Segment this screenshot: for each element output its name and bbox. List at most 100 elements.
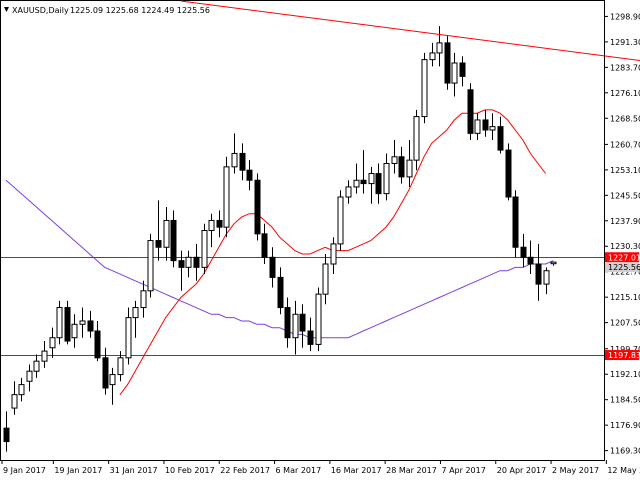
candle — [383, 153, 390, 201]
price-levels — [1, 257, 604, 356]
candle-body — [315, 293, 322, 345]
price-axis: 1298.90 1291.30 1283.70 1276.10 1268.50 1260.… — [604, 12, 640, 456]
x-tick-label: 28 Mar 2017 — [386, 466, 437, 475]
candle — [474, 113, 481, 141]
y-tick-label: 1230.30 — [610, 242, 640, 251]
candle — [520, 233, 527, 268]
candle — [391, 140, 398, 174]
candle-body — [109, 374, 116, 386]
candle — [360, 150, 367, 194]
candle — [543, 267, 550, 295]
candle — [201, 223, 208, 275]
candle — [178, 250, 185, 291]
y-tick-label: 1207.50 — [610, 319, 640, 328]
y-tick-label: 1245.50 — [610, 191, 640, 200]
candle-body — [254, 179, 261, 235]
moving-average-line-1 — [5, 179, 554, 339]
candle — [292, 300, 299, 355]
candle-body — [375, 173, 382, 195]
candle — [140, 280, 147, 318]
x-tick-label: 12 May 2017 — [607, 466, 640, 475]
candle-body — [421, 59, 428, 118]
y-tick-label: 1237.90 — [610, 217, 640, 226]
candle-body — [178, 260, 185, 268]
candle — [94, 320, 101, 362]
y-tick-label: 1260.70 — [610, 140, 640, 149]
symbol-timeframe: XAUUSD,Daily — [12, 6, 69, 15]
candle-body — [337, 196, 344, 245]
candle — [79, 307, 86, 338]
candle-body — [87, 320, 94, 332]
candle — [421, 52, 428, 124]
candle-body — [56, 307, 63, 339]
time-axis: 9 Jan 2017 19 Jan 2017 31 Jan 2017 10 Feb 2… — [1, 460, 640, 475]
candle — [497, 116, 504, 154]
candle-body — [3, 427, 10, 443]
candle — [330, 237, 337, 275]
candle — [254, 173, 261, 241]
y-tick-label: 1268.50 — [610, 114, 640, 123]
y-tick-label: 1276.10 — [610, 89, 640, 98]
candle — [322, 253, 329, 305]
candle — [451, 52, 458, 97]
candles — [3, 26, 557, 452]
candle-body — [71, 323, 78, 339]
candle — [353, 163, 360, 194]
candle — [155, 200, 162, 261]
candle — [307, 317, 314, 352]
candle-body — [269, 256, 276, 278]
candle-body — [117, 357, 124, 376]
candle — [18, 377, 25, 402]
candle-body — [223, 166, 230, 228]
x-tick-label: 9 Jan 2017 — [3, 466, 46, 475]
candle — [147, 233, 154, 298]
candle — [398, 146, 405, 184]
candle-body — [284, 307, 291, 339]
candle-body — [125, 317, 132, 359]
candle — [261, 223, 268, 265]
candle-body — [79, 320, 86, 325]
candle — [467, 83, 474, 141]
candle-body — [429, 52, 436, 61]
candle — [109, 367, 116, 405]
candle-body — [436, 42, 443, 54]
candle — [505, 143, 512, 201]
candle-body — [505, 149, 512, 198]
x-tick-label: 16 Mar 2017 — [331, 466, 382, 475]
price-level-tag-0 — [605, 252, 639, 263]
current-price-tag — [605, 263, 639, 273]
candle-body — [26, 370, 33, 382]
candle-body — [444, 42, 451, 84]
candle — [64, 300, 71, 345]
candle-body — [208, 219, 215, 231]
candle-body — [550, 261, 557, 265]
candle-body — [201, 230, 208, 268]
candle — [170, 210, 177, 268]
ohlc-readout: 1225.09 1225.68 1224.49 1225.56 — [70, 6, 210, 15]
candle — [444, 36, 451, 90]
candle-body — [353, 179, 360, 188]
candle — [337, 190, 344, 251]
candle-body — [147, 240, 154, 292]
plot-frame — [0, 0, 605, 461]
candle — [216, 210, 223, 238]
y-tick-label: 1215.10 — [610, 293, 640, 302]
candle-body — [512, 196, 519, 248]
candle-body — [307, 330, 314, 345]
y-tick-label: 1298.90 — [610, 12, 640, 21]
price-level-tag-label-0: 1227.01 — [608, 253, 640, 262]
y-tick-label: 1176.90 — [610, 421, 640, 430]
candle-body — [406, 159, 413, 178]
candle — [163, 207, 170, 261]
candle-body — [132, 307, 139, 319]
candle-body — [216, 219, 223, 228]
candle — [208, 213, 215, 248]
candle — [436, 26, 443, 67]
candle-body — [520, 246, 527, 258]
candle — [429, 42, 436, 67]
candle-body — [163, 219, 170, 248]
x-tick-label: 7 Apr 2017 — [441, 466, 485, 475]
candle-body — [170, 219, 177, 262]
candle — [527, 240, 534, 275]
